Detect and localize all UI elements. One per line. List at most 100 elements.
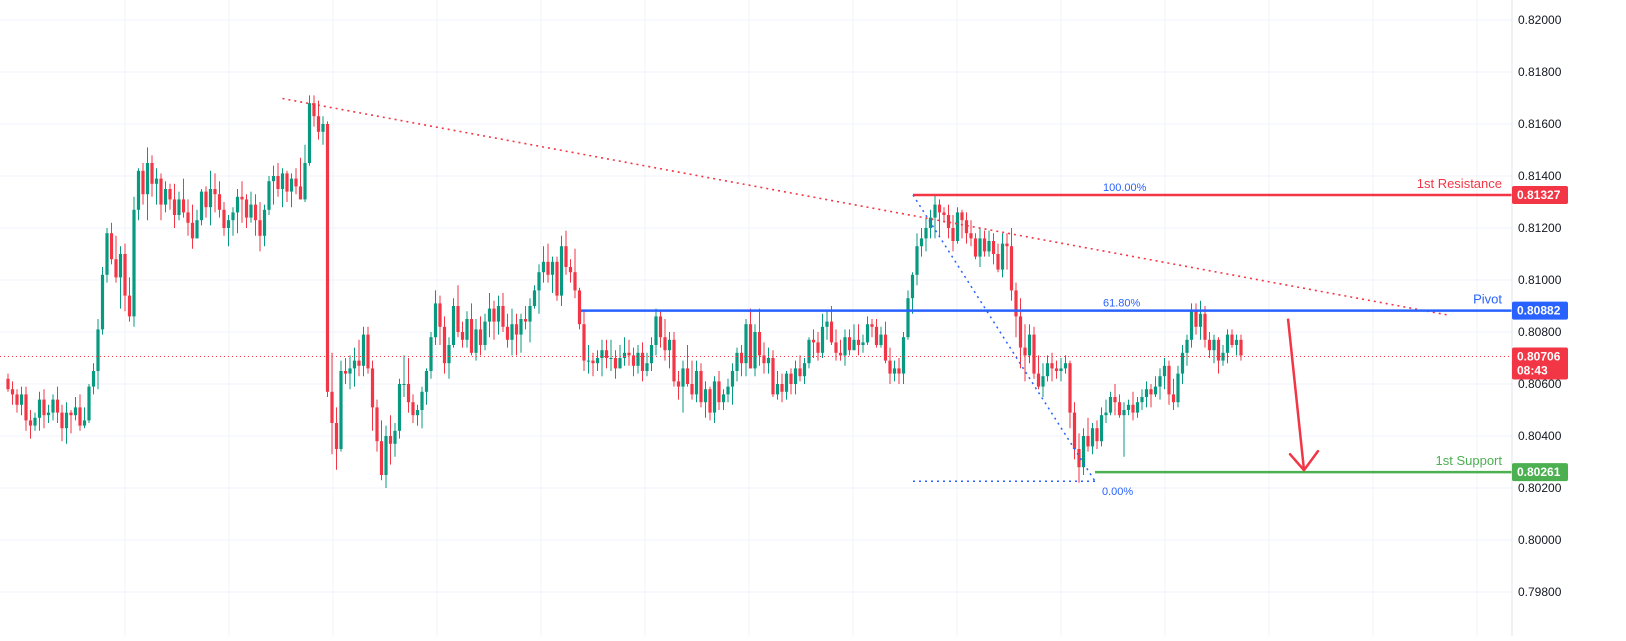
candle-body	[910, 274, 915, 299]
candle-body	[834, 342, 838, 353]
candle-body	[937, 204, 942, 213]
candle-body	[811, 339, 816, 343]
candle-body	[901, 337, 906, 374]
candle-body	[861, 342, 865, 345]
candle-body	[231, 212, 235, 221]
candle-body	[51, 399, 55, 413]
candle-body	[1126, 404, 1131, 410]
resistance-price-tag-text: 0.81327	[1517, 188, 1561, 202]
candle-body	[1063, 363, 1068, 369]
candle-body	[519, 319, 523, 335]
y-tick-label: 0.81400	[1518, 169, 1562, 183]
y-tick-label: 0.80000	[1518, 533, 1562, 547]
candle-body	[406, 384, 411, 403]
candle-body	[1077, 449, 1081, 468]
candle-body	[856, 339, 861, 345]
candle-body	[681, 368, 685, 387]
candle-body	[973, 238, 978, 257]
candle-body	[1221, 352, 1225, 361]
candle-body	[744, 324, 748, 364]
candle-body	[609, 358, 613, 359]
candle-body	[114, 259, 118, 278]
candle-body	[37, 399, 42, 418]
candle-body	[1041, 376, 1045, 387]
candle-body	[591, 360, 595, 364]
candle-body	[523, 319, 528, 322]
candle-body	[1131, 404, 1135, 413]
candle-body	[1005, 243, 1009, 247]
candle-body	[568, 267, 573, 273]
candle-body	[1054, 368, 1059, 371]
candle-body	[244, 199, 249, 218]
candle-body	[847, 337, 852, 351]
candle-body	[699, 371, 703, 403]
candle-body	[573, 272, 577, 291]
candle-body	[645, 363, 649, 371]
candle-body	[672, 339, 676, 382]
candle-body	[577, 290, 582, 325]
candle-body	[465, 319, 469, 340]
candle-body	[622, 352, 627, 358]
candle-body	[870, 324, 874, 327]
candle-body	[330, 391, 334, 423]
candle-body	[447, 345, 451, 364]
candle-body	[415, 410, 420, 416]
candle-body	[366, 334, 370, 369]
candle-body	[424, 371, 429, 392]
candle-body	[528, 306, 532, 322]
candle-body	[312, 103, 316, 117]
candle-body	[879, 334, 883, 345]
candle-body	[636, 352, 640, 366]
pivot-price-tag-text: 0.80882	[1517, 304, 1561, 318]
current-price-tag-text: 0.80706	[1517, 349, 1561, 363]
candle-body	[411, 402, 415, 416]
candle-body	[1149, 389, 1153, 395]
candle-body	[316, 116, 321, 132]
candle-body	[640, 352, 645, 371]
candle-body	[1099, 415, 1104, 442]
fib-level-label: 61.80%	[1103, 298, 1141, 310]
candle-body	[735, 352, 739, 371]
candle-body	[604, 350, 609, 358]
candle-body	[213, 189, 217, 195]
candle-body	[46, 412, 51, 416]
candle-body	[1050, 363, 1054, 369]
candle-body	[1009, 246, 1014, 291]
candle-body	[469, 319, 474, 353]
candle-body	[208, 189, 213, 208]
candle-body	[280, 173, 285, 189]
candle-body	[892, 368, 897, 374]
fib-level-label: 100.00%	[1103, 182, 1147, 194]
candle-body	[478, 329, 483, 345]
candle-body	[321, 124, 325, 132]
candle-body	[474, 329, 478, 353]
candle-body	[1176, 373, 1180, 403]
candle-body	[510, 324, 514, 340]
y-tick-label: 0.81200	[1518, 221, 1562, 235]
candle-body	[123, 254, 127, 296]
candle-body	[1086, 436, 1090, 447]
candle-body	[978, 238, 982, 257]
candle-body	[1113, 397, 1117, 403]
candle-body	[42, 399, 46, 416]
candle-body	[249, 204, 253, 218]
candle-body	[1117, 402, 1122, 416]
candle-body	[24, 394, 28, 421]
y-tick-label: 0.79800	[1518, 585, 1562, 599]
candle-body	[712, 381, 717, 413]
candle-body	[235, 196, 240, 213]
candle-body	[15, 394, 19, 405]
candle-body	[757, 332, 762, 356]
candle-body	[1144, 389, 1149, 397]
candle-body	[852, 339, 856, 351]
candle-body	[388, 436, 393, 444]
candle-body	[690, 384, 694, 395]
fib-trend-line	[912, 194, 1096, 482]
candle-body	[780, 384, 784, 392]
candle-body	[1104, 412, 1108, 416]
candle-body	[204, 191, 208, 208]
candle-body	[190, 222, 195, 239]
candle-body	[429, 337, 433, 371]
candle-body	[10, 389, 15, 395]
